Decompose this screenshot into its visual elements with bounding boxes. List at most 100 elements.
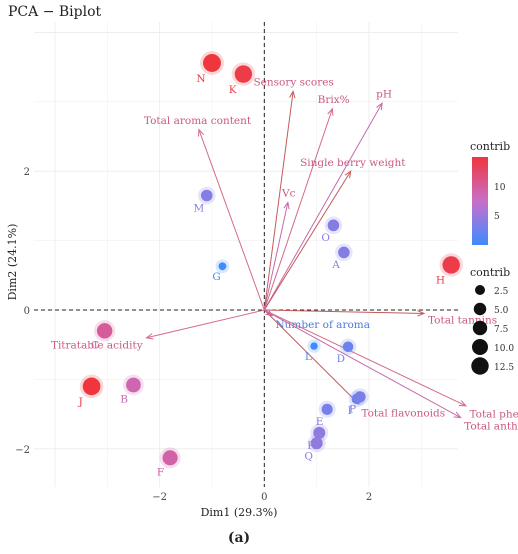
data-point — [82, 377, 101, 396]
size-legend-label: 7.5 — [494, 325, 509, 335]
data-point — [338, 246, 350, 259]
size-legend-dot — [471, 338, 489, 356]
point-label: F — [157, 466, 164, 478]
variable-vector-label: Total flavonoids — [361, 408, 445, 420]
variable-arrowhead — [376, 102, 383, 111]
variable-vector-label: Number of aroma — [275, 319, 370, 331]
variable-vector-label: Brix% — [318, 94, 350, 106]
variable-vector-label: Total aroma content — [144, 115, 252, 127]
size-legend-label: 10.0 — [494, 344, 514, 354]
variable-vector — [264, 309, 461, 419]
size-legend-dot — [472, 320, 488, 336]
point-label: G — [212, 271, 220, 283]
size-legend-label: 2.5 — [494, 287, 509, 297]
variable-arrowhead — [145, 333, 154, 340]
size-legend-dot — [474, 284, 486, 296]
variable-arrowhead — [265, 309, 274, 317]
variable-arrowhead — [283, 201, 290, 210]
color-legend-gradient — [472, 157, 488, 245]
variable-vector — [264, 309, 424, 314]
x-tick-label: −2 — [152, 492, 167, 503]
variable-arrowhead — [417, 310, 426, 317]
variable-arrowhead — [453, 411, 462, 419]
variable-vector-label: Total anthocyanins — [464, 421, 518, 433]
data-point — [354, 391, 366, 403]
variable-vector-label: Sensory scores — [253, 76, 333, 88]
color-legend-tick: 10 — [494, 183, 506, 193]
variable-vector-label: Single berry weight — [300, 157, 406, 169]
variable-vector-label: pH — [376, 89, 392, 101]
variable-arrowhead — [289, 90, 296, 99]
variable-vector-label: Titratable acidity — [51, 340, 143, 352]
size-legend-title: contrib — [470, 266, 510, 279]
y-axis-label: Dim2 (24.1%) — [6, 224, 19, 301]
data-point — [96, 323, 113, 339]
point-label: N — [196, 73, 205, 85]
variable-vector — [146, 309, 265, 339]
point-label: Q — [304, 450, 313, 462]
data-point — [218, 262, 227, 271]
size-legend: contrib 2.5 5.0 7.5 10.0 12.5 — [470, 266, 514, 375]
variable-arrowhead — [458, 400, 468, 407]
data-point — [202, 53, 221, 72]
data-point — [162, 450, 178, 466]
axes: −2 0 2 −2 0 2 — [15, 22, 458, 503]
size-legend-dot — [471, 357, 489, 375]
y-tick-label: 2 — [24, 167, 30, 178]
size-legend-label: 12.5 — [494, 363, 514, 373]
x-tick-label: 0 — [261, 492, 267, 503]
variable-arrowhead — [327, 107, 334, 116]
data-point — [442, 256, 460, 274]
data-point — [327, 219, 340, 232]
data-point — [234, 65, 253, 83]
data-point — [310, 342, 318, 350]
variable-vector — [263, 108, 333, 311]
point-label: M — [194, 202, 205, 214]
color-legend: contrib 10 5 — [470, 140, 510, 245]
color-legend-tick: 5 — [494, 212, 500, 222]
data-point — [126, 377, 141, 393]
variable-vector — [264, 309, 467, 407]
variable-vector-label: Vc — [281, 188, 296, 200]
variable-vector — [263, 202, 289, 311]
size-legend-label: 5.0 — [494, 306, 509, 316]
point-label: K — [229, 84, 237, 96]
data-point — [321, 403, 333, 415]
variable-vector — [263, 309, 359, 405]
chart-title: PCA − Biplot — [8, 4, 102, 20]
variable-vector-label: Total tannins — [428, 315, 497, 327]
data-point — [313, 426, 326, 439]
point-label: B — [120, 393, 128, 405]
point-label: O — [321, 232, 330, 244]
data-point — [342, 341, 354, 353]
variable-vector — [263, 91, 294, 311]
point-label: P — [349, 403, 356, 415]
data-point — [310, 437, 323, 450]
point-label: I — [348, 405, 352, 417]
x-axis-label: Dim1 (29.3%) — [201, 506, 278, 519]
color-legend-title: contrib — [470, 140, 510, 153]
point-label: H — [436, 275, 445, 287]
point-label: A — [331, 259, 340, 271]
variable-vector-label: Total phenols — [469, 409, 518, 421]
variable-vector — [263, 170, 352, 311]
point-label: C — [91, 340, 99, 352]
size-legend-dot — [473, 302, 487, 316]
point-label: J — [78, 396, 83, 408]
point-label: E — [316, 416, 324, 428]
point-label: L — [305, 351, 312, 363]
variable-arrowhead — [198, 128, 205, 137]
data-point — [200, 189, 213, 202]
y-tick-label: −2 — [15, 445, 30, 456]
point-label: D — [337, 353, 345, 365]
x-tick-label: 2 — [366, 492, 372, 503]
figure-caption: (a) — [228, 530, 250, 546]
variable-vector — [198, 129, 265, 311]
variable-vector — [263, 102, 383, 311]
y-tick-label: 0 — [24, 306, 30, 317]
variable-vectors: Sensory scores Brix% pH Single berry weight… — [51, 76, 518, 432]
variable-arrowhead — [344, 170, 352, 179]
individual-points: NKMGOAHCJBFDLIPERQ — [78, 50, 463, 478]
